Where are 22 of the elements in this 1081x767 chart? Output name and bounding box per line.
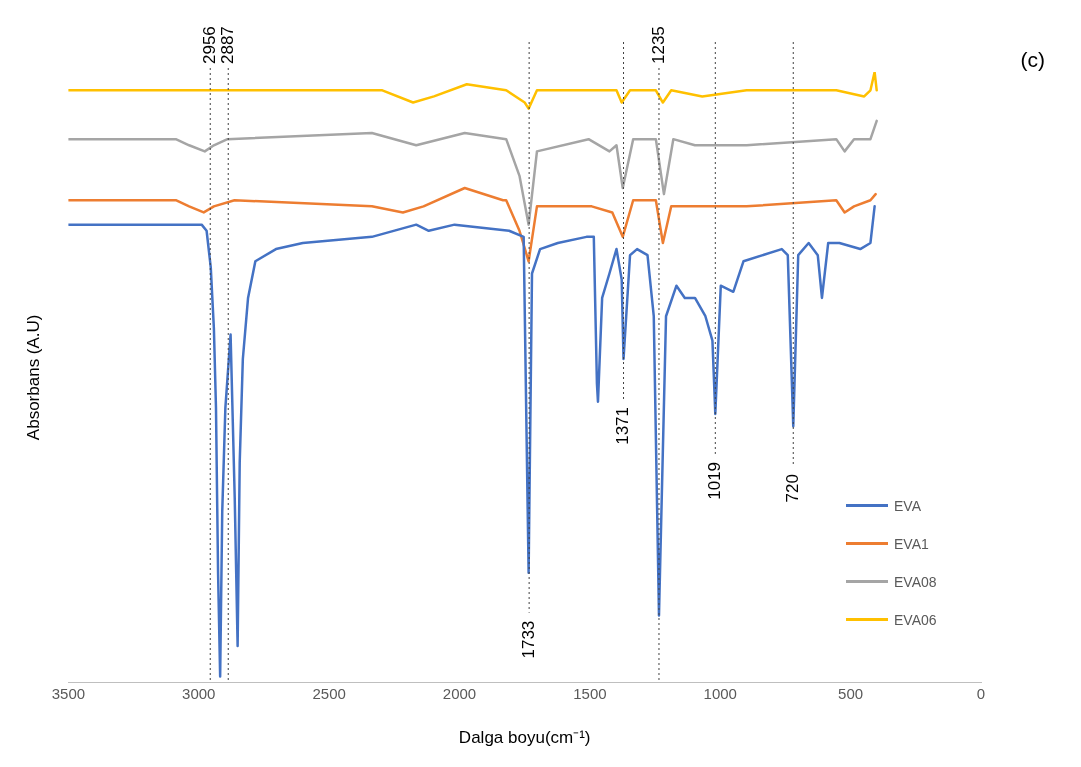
x-tick-label: 500 <box>838 684 864 702</box>
legend-label: EVA08 <box>894 573 937 590</box>
x-tick-label: 3500 <box>51 684 86 702</box>
ref-line-label: 720 <box>782 474 802 503</box>
text: (c) <box>1020 48 1045 72</box>
ref-line-label: 2887 <box>217 26 237 64</box>
y-axis-title: Absorbans (A.U) <box>23 314 43 441</box>
x-axis-title: Dalga boyu(cm⁻¹) <box>458 728 591 748</box>
ref-line-label: 1235 <box>648 26 668 64</box>
legend-label: EVA1 <box>894 535 929 552</box>
x-tick-label: 2500 <box>312 684 346 702</box>
ref-line-label: 1733 <box>518 620 538 659</box>
x-tick-label: 1500 <box>573 684 607 702</box>
legend-label: EVA <box>894 497 921 514</box>
ref-line-label: 2956 <box>199 26 219 64</box>
ref-line-label: 1019 <box>704 461 724 500</box>
x-tick-label: 3000 <box>182 684 216 702</box>
legend-label: EVA06 <box>894 611 937 628</box>
ref-line-label: 1371 <box>613 406 633 445</box>
x-tick-label: 1000 <box>703 684 737 702</box>
x-tick-label: 0 <box>976 684 986 702</box>
x-tick-label: 2000 <box>442 684 477 702</box>
